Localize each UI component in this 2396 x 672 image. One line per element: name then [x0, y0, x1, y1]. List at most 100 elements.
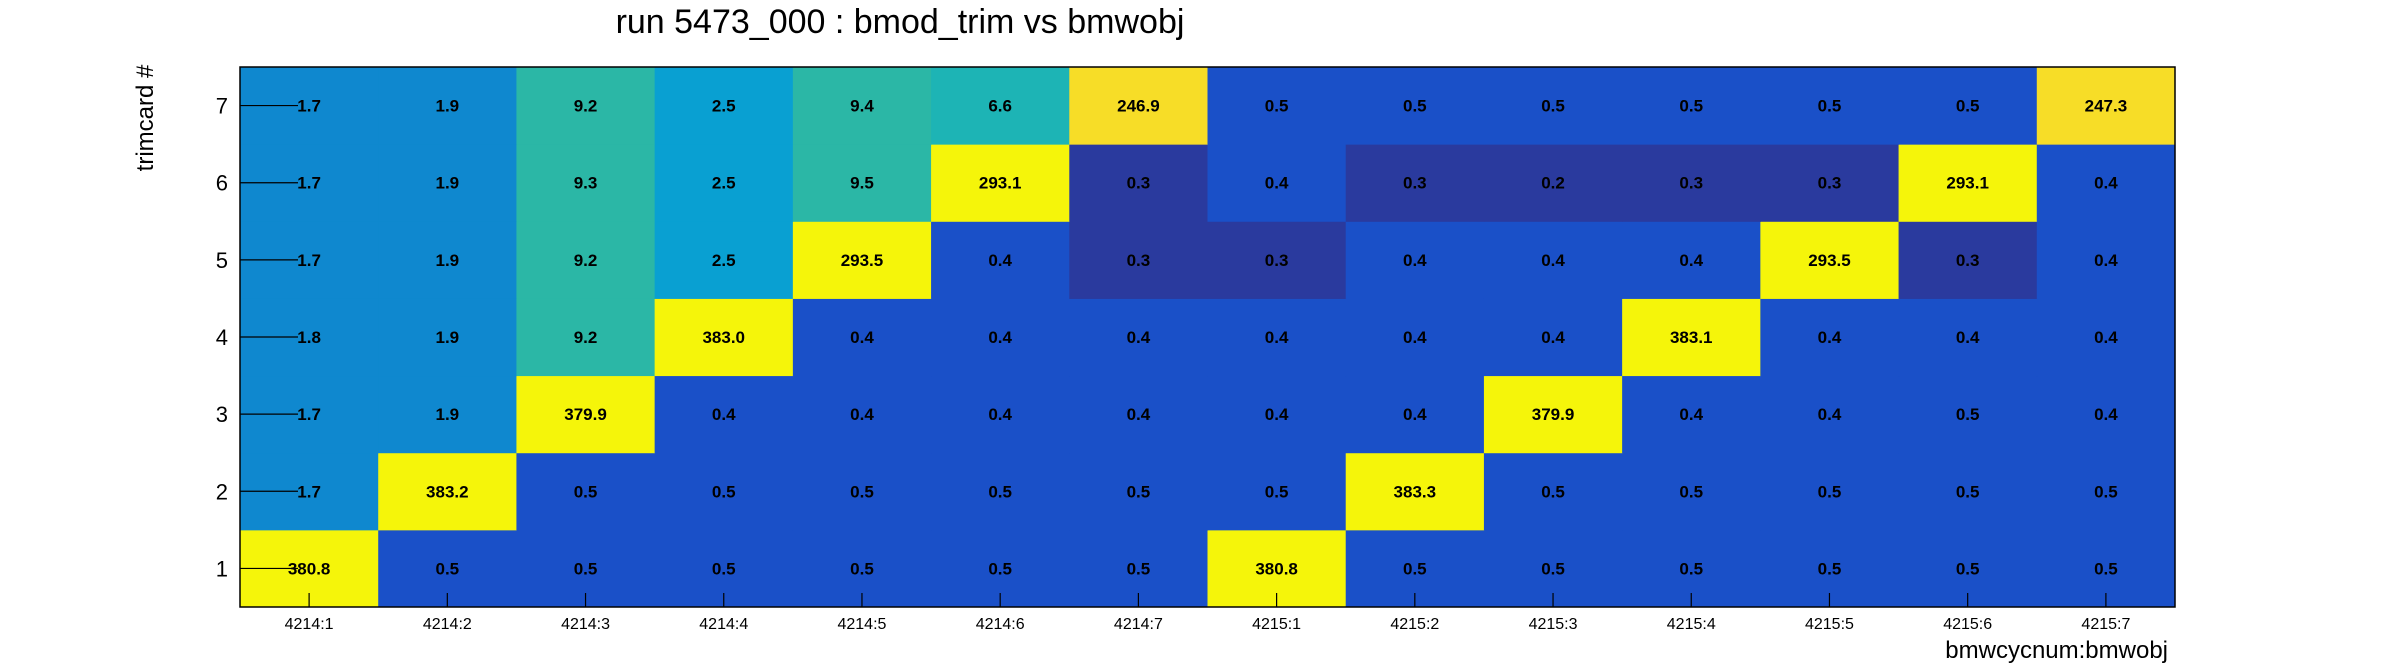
heatmap-cell	[2036, 67, 2176, 145]
heatmap-cell	[1483, 375, 1623, 454]
cell-value-label: 1.7	[297, 97, 321, 116]
x-tick-label: 4214:5	[837, 616, 886, 633]
heatmap-cell	[1207, 375, 1347, 454]
cell-value-label: 0.5	[988, 559, 1012, 578]
heatmap-cell	[1898, 221, 2038, 299]
heatmap-cell	[654, 221, 794, 299]
cell-value-label: 9.4	[850, 97, 874, 116]
cell-value-label: 0.5	[1127, 482, 1151, 501]
heatmap-cell	[1345, 452, 1485, 531]
heatmap-cell	[1760, 375, 1900, 454]
cell-value-label: 9.3	[574, 174, 598, 193]
cell-value-label: 293.1	[1946, 174, 1989, 193]
heatmap-cell	[516, 67, 656, 145]
cell-value-label: 1.7	[297, 405, 321, 424]
heatmap-cell	[931, 298, 1070, 377]
cell-value-label: 0.5	[1127, 559, 1151, 578]
cell-value-label: 0.5	[1818, 97, 1842, 116]
y-tick-label: 6	[216, 171, 228, 196]
cell-value-label: 0.5	[1541, 97, 1565, 116]
cell-value-label: 1.9	[436, 97, 460, 116]
y-axis-title: trimcard #	[132, 64, 159, 171]
cell-value-label: 1.9	[436, 328, 460, 347]
cell-value-label: 0.4	[988, 405, 1012, 424]
heatmap-cell	[1760, 221, 1900, 299]
cell-value-label: 0.5	[850, 482, 874, 501]
heatmap-cell	[931, 452, 1070, 531]
cell-value-label: 0.4	[712, 405, 736, 424]
heatmap-cell	[2036, 298, 2176, 377]
cell-value-label: 0.5	[1541, 559, 1565, 578]
cell-value-label: 379.9	[1532, 405, 1575, 424]
cell-value-label: 2.5	[712, 174, 736, 193]
cell-value-label: 0.5	[988, 482, 1012, 501]
heatmap-cell	[792, 67, 932, 145]
cell-value-label: 0.4	[850, 405, 874, 424]
cell-value-label: 0.4	[1541, 251, 1565, 270]
cell-value-label: 383.1	[1670, 328, 1713, 347]
cell-value-label: 2.5	[712, 251, 736, 270]
x-tick-label: 4215:4	[1667, 616, 1716, 633]
cell-value-label: 0.3	[1403, 174, 1427, 193]
heatmap-cell	[1345, 144, 1485, 222]
cell-value-label: 0.4	[1265, 174, 1289, 193]
cell-value-label: 0.4	[988, 328, 1012, 347]
heatmap-cell	[1207, 452, 1347, 531]
y-tick-label: 7	[216, 94, 228, 119]
cell-value-label: 380.8	[288, 559, 331, 578]
heatmap-cell	[654, 375, 794, 454]
cell-value-label: 0.4	[1265, 328, 1289, 347]
heatmap-cell	[516, 375, 656, 454]
cell-value-label: 383.0	[702, 328, 745, 347]
heatmap-cell	[792, 452, 932, 531]
x-tick-label: 4215:7	[2081, 616, 2130, 633]
heatmap-cell	[1069, 144, 1208, 222]
heatmap-cell	[1622, 144, 1761, 222]
heatmap-cell	[931, 375, 1070, 454]
heatmap-cell	[1622, 452, 1761, 531]
heatmap-cell	[2036, 375, 2176, 454]
cell-value-label: 0.4	[2094, 405, 2118, 424]
cell-value-label: 293.1	[979, 174, 1022, 193]
heatmap-cell	[792, 298, 932, 377]
heatmap-cell	[516, 221, 656, 299]
heatmap-cell	[1069, 67, 1208, 145]
heatmap-cell	[931, 221, 1070, 299]
heatmap-cell	[516, 144, 656, 222]
heatmap-cell	[1622, 298, 1761, 377]
cell-value-label: 9.2	[574, 97, 598, 116]
x-tick-label: 4214:1	[285, 616, 334, 633]
heatmap-cell	[2036, 221, 2176, 299]
heatmap-cell	[1898, 452, 2038, 531]
cell-value-label: 0.4	[1679, 405, 1703, 424]
heatmap-cell	[1207, 67, 1347, 145]
cell-value-label: 293.5	[1808, 251, 1851, 270]
cell-value-label: 1.8	[297, 328, 321, 347]
x-tick-label: 4215:6	[1943, 616, 1992, 633]
heatmap-cell	[1622, 375, 1761, 454]
cell-value-label: 6.6	[988, 97, 1012, 116]
heatmap-cell	[654, 298, 794, 377]
heatmap-cell	[378, 144, 517, 222]
cell-value-label: 9.2	[574, 251, 598, 270]
cell-value-label: 0.5	[1818, 559, 1842, 578]
cell-value-label: 0.4	[1541, 328, 1565, 347]
heatmap-cell	[1483, 67, 1623, 145]
cell-value-label: 0.5	[1265, 97, 1289, 116]
cell-value-label: 0.4	[2094, 328, 2118, 347]
plot-frame	[239, 66, 2176, 608]
heatmap-cells	[240, 67, 2176, 608]
cell-labels: 380.8 0.5 0.5 0.5 0.5 0.5 0.5 380.8 0.5 0.5 0.5 0.5…	[288, 97, 2127, 579]
cell-value-label: 0.4	[2094, 251, 2118, 270]
x-axis-title: bmwcycnum:bmwobj	[1945, 637, 2168, 664]
cell-value-label: 379.9	[564, 405, 607, 424]
cell-value-label: 0.4	[850, 328, 874, 347]
cell-value-label: 0.5	[1403, 559, 1427, 578]
cell-value-label: 0.3	[1265, 251, 1289, 270]
heatmap-cell	[1898, 298, 2038, 377]
cell-value-label: 0.5	[712, 482, 736, 501]
cell-value-label: 0.4	[1403, 251, 1427, 270]
heatmap-cell	[378, 298, 517, 377]
x-tick-label: 4215:2	[1390, 616, 1439, 633]
x-tick-label: 4214:2	[423, 616, 472, 633]
